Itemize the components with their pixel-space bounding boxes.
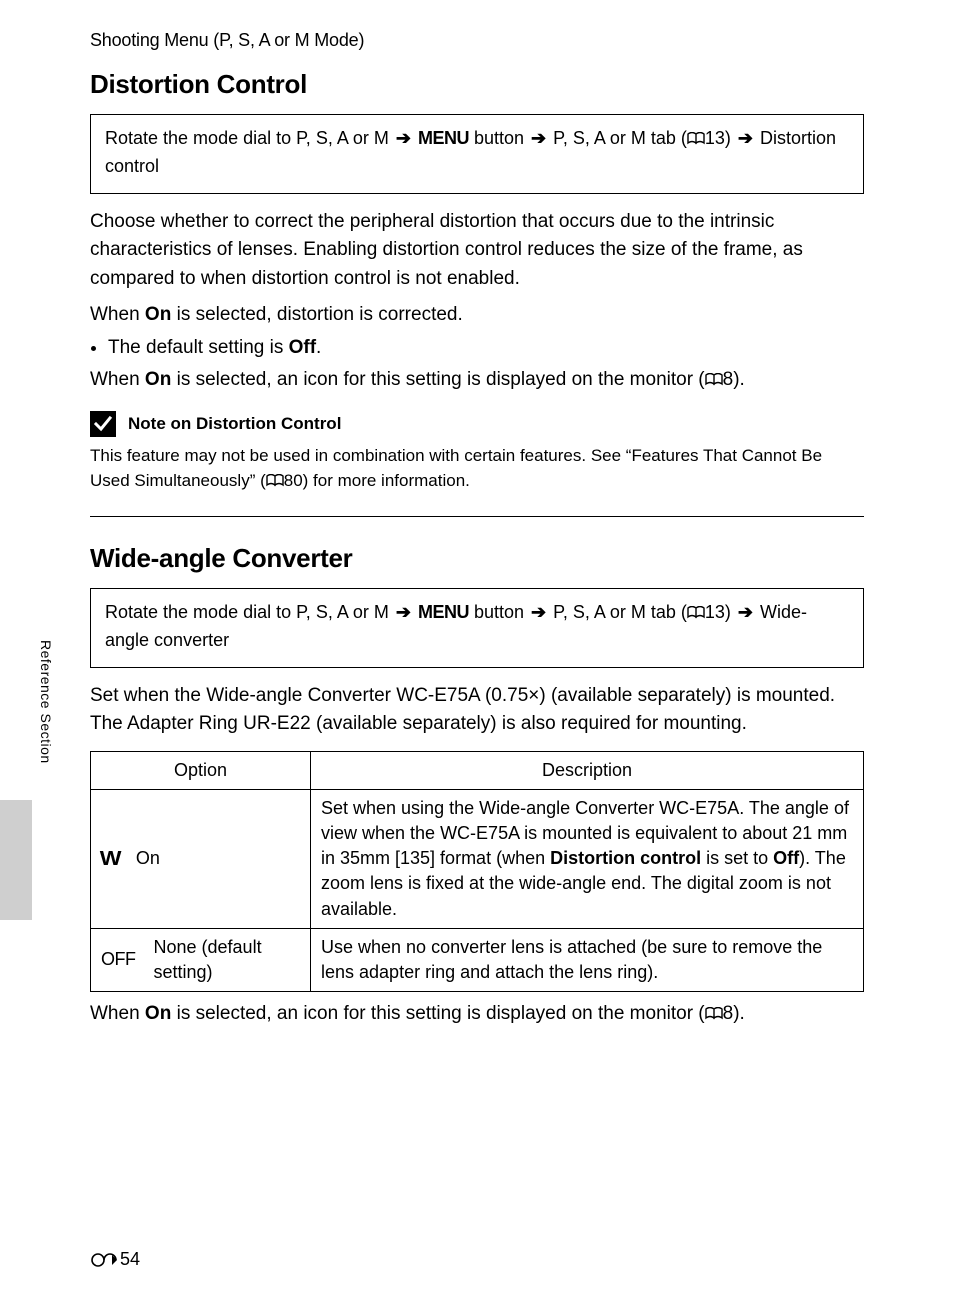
distortion-para1: Choose whether to correct the peripheral… bbox=[90, 208, 864, 294]
p3-post: is selected, an icon for this setting is… bbox=[171, 369, 704, 390]
page-flip-icon bbox=[90, 1252, 118, 1268]
option-cell-none: OFF None (default setting) bbox=[91, 928, 311, 991]
p2-bold: On bbox=[145, 304, 171, 325]
r1-mid: is set to bbox=[701, 848, 773, 868]
th-description: Description bbox=[311, 751, 864, 789]
nav-prefix: Rotate the mode dial to bbox=[105, 602, 296, 622]
table-row: W On Set when using the Wide-angle Conve… bbox=[91, 789, 864, 928]
wideangle-options-table: Option Description W On Set when using t… bbox=[90, 751, 864, 993]
book-icon bbox=[266, 474, 284, 487]
w-icon: W bbox=[100, 845, 119, 873]
arrow-icon: ➔ bbox=[394, 128, 413, 148]
check-icon bbox=[90, 411, 116, 437]
nav-modes-2: P, S, A or M bbox=[553, 128, 646, 148]
side-gray-tab bbox=[0, 800, 32, 920]
default-setting-list: The default setting is Off. bbox=[90, 334, 864, 363]
wa-p2-post: is selected, an icon for this setting is… bbox=[171, 1003, 704, 1024]
section-title-wideangle: Wide-angle Converter bbox=[90, 543, 864, 574]
r1-b2: Off bbox=[773, 848, 799, 868]
tab-word: tab ( bbox=[646, 602, 687, 622]
note-title: Note on Distortion Control bbox=[128, 414, 341, 434]
header-modes: P, S, A or M bbox=[219, 30, 309, 50]
option-label-none: None (default setting) bbox=[154, 935, 301, 985]
menu-rest: button bbox=[469, 602, 524, 622]
option-cell-on: W On bbox=[91, 789, 311, 928]
nav-modes-1: P, S, A or M bbox=[296, 602, 389, 622]
off-icon: OFF bbox=[101, 947, 136, 972]
menu-rest: button bbox=[469, 128, 524, 148]
nav-path-wideangle: Rotate the mode dial to P, S, A or M ➔ M… bbox=[90, 588, 864, 668]
header-suffix: Mode) bbox=[309, 30, 364, 50]
arrow-icon: ➔ bbox=[736, 128, 755, 148]
desc-cell-none: Use when no converter lens is attached (… bbox=[311, 928, 864, 991]
page-number: 54 bbox=[90, 1249, 140, 1270]
nav-path-distortion: Rotate the mode dial to P, S, A or M ➔ M… bbox=[90, 114, 864, 194]
menu-button-label: MENU bbox=[418, 128, 469, 148]
note-distortion: Note on Distortion Control This feature … bbox=[90, 411, 864, 494]
book-icon bbox=[687, 132, 705, 145]
note-ref: 80) for more information. bbox=[284, 471, 470, 490]
p2-pre: When bbox=[90, 304, 145, 325]
desc-cell-on: Set when using the Wide-angle Converter … bbox=[311, 789, 864, 928]
bullet-post: . bbox=[316, 337, 321, 358]
table-row: OFF None (default setting) Use when no c… bbox=[91, 928, 864, 991]
distortion-para3: When On is selected, an icon for this se… bbox=[90, 366, 864, 395]
p3-ref: 8). bbox=[723, 369, 745, 390]
distortion-para2: When On is selected, distortion is corre… bbox=[90, 301, 864, 330]
note-body: This feature may not be used in combinat… bbox=[90, 443, 864, 494]
header-prefix: Shooting Menu ( bbox=[90, 30, 219, 50]
section-title-distortion: Distortion Control bbox=[90, 69, 864, 100]
arrow-icon: ➔ bbox=[736, 602, 755, 622]
wa-p2-pre: When bbox=[90, 1003, 145, 1024]
page-number-value: 54 bbox=[120, 1249, 140, 1270]
bullet-bold: Off bbox=[289, 337, 316, 358]
wa-p2-ref: 8). bbox=[723, 1003, 745, 1024]
nav-modes-2: P, S, A or M bbox=[553, 602, 646, 622]
note-head: Note on Distortion Control bbox=[90, 411, 864, 437]
side-section-label: Reference Section bbox=[38, 640, 54, 764]
p3-bold: On bbox=[145, 369, 171, 390]
arrow-icon: ➔ bbox=[529, 602, 548, 622]
nav-ref-1: 13) bbox=[705, 602, 731, 622]
p3-pre: When bbox=[90, 369, 145, 390]
tab-word: tab ( bbox=[646, 128, 687, 148]
bullet-pre: The default setting is bbox=[108, 337, 289, 358]
default-setting-item: The default setting is Off. bbox=[108, 334, 864, 363]
menu-button-label: MENU bbox=[418, 602, 469, 622]
th-option: Option bbox=[91, 751, 311, 789]
wideangle-para1: Set when the Wide-angle Converter WC-E75… bbox=[90, 682, 864, 739]
r1-b1: Distortion control bbox=[550, 848, 701, 868]
wideangle-para2: When On is selected, an icon for this se… bbox=[90, 1000, 864, 1029]
book-icon bbox=[705, 373, 723, 386]
book-icon bbox=[705, 1007, 723, 1020]
p2-post: is selected, distortion is corrected. bbox=[171, 304, 462, 325]
arrow-icon: ➔ bbox=[394, 602, 413, 622]
nav-prefix: Rotate the mode dial to bbox=[105, 128, 296, 148]
book-icon bbox=[687, 606, 705, 619]
manual-page: Reference Section Shooting Menu (P, S, A… bbox=[0, 0, 954, 1314]
wa-p2-bold: On bbox=[145, 1003, 171, 1024]
page-header: Shooting Menu (P, S, A or M Mode) bbox=[90, 30, 864, 51]
option-label-on: On bbox=[136, 846, 160, 871]
nav-modes-1: P, S, A or M bbox=[296, 128, 389, 148]
arrow-icon: ➔ bbox=[529, 128, 548, 148]
nav-ref-1: 13) bbox=[705, 128, 731, 148]
section-divider bbox=[90, 516, 864, 517]
